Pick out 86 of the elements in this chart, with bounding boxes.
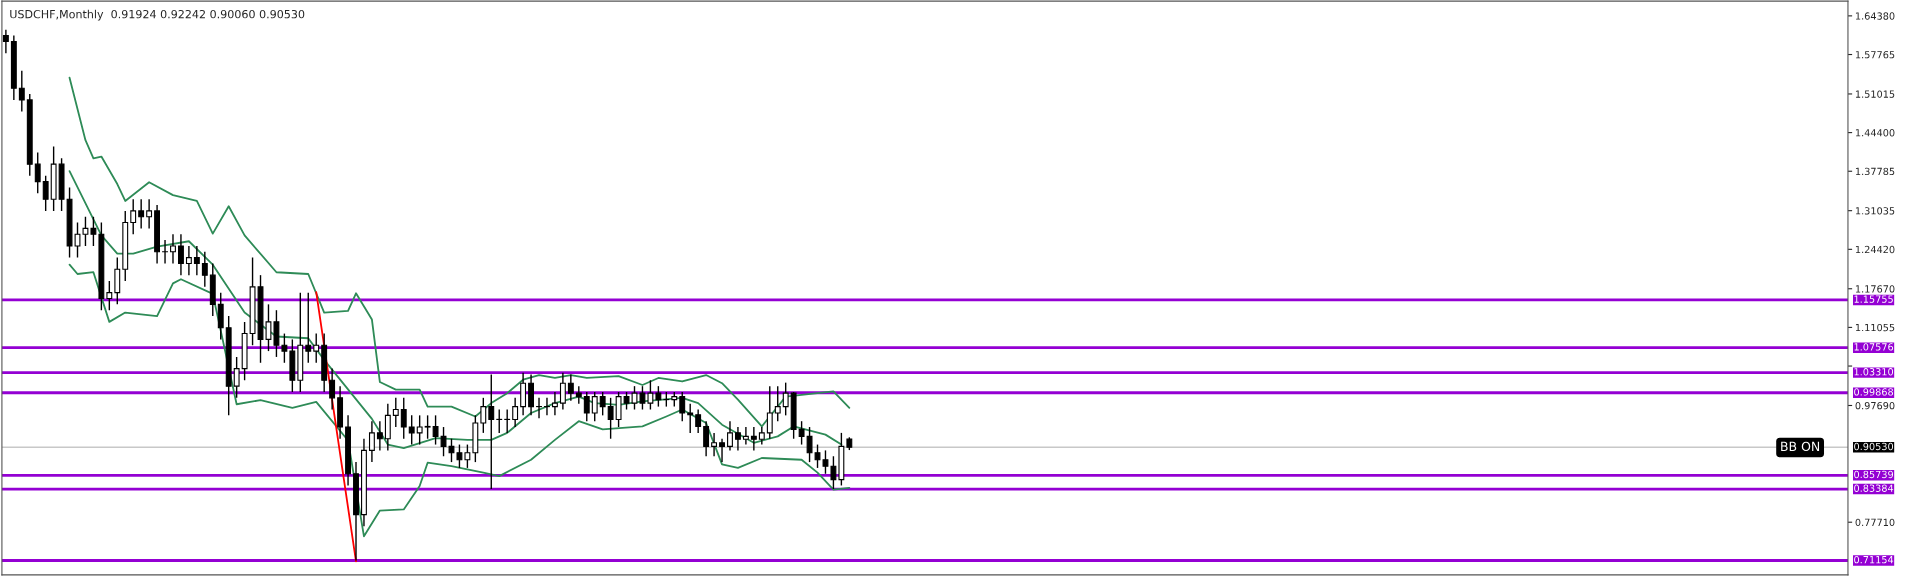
candlestick — [376, 420, 383, 452]
y-tick-label: 1.57765 — [1855, 51, 1895, 59]
candlestick — [719, 438, 725, 463]
candlestick — [504, 408, 511, 434]
candlestick — [408, 414, 415, 446]
candlestick — [185, 245, 192, 276]
ref-line-label: 1.03310 — [1854, 368, 1894, 376]
candlestick — [384, 402, 391, 452]
candlestick — [480, 397, 487, 434]
candlestick — [233, 356, 240, 399]
candlestick — [536, 397, 542, 419]
candlestick — [544, 397, 550, 417]
candlestick — [583, 391, 590, 422]
candlestick — [138, 198, 145, 230]
candlestick — [34, 151, 41, 195]
candlestick — [162, 239, 168, 265]
candlestick — [591, 391, 598, 422]
line-series — [68, 263, 851, 538]
y-tick-label: 1.37785 — [1855, 167, 1895, 176]
candlestick — [567, 373, 574, 402]
y-tick-label: 1.44400 — [1855, 129, 1895, 137]
candlestick — [281, 332, 288, 364]
candlestick — [782, 381, 789, 417]
candlestick — [305, 291, 312, 364]
candlestick — [416, 414, 423, 446]
candlestick — [647, 379, 654, 411]
candlestick — [42, 175, 49, 212]
candlestick — [655, 385, 662, 408]
candlestick — [424, 414, 431, 440]
candlestick — [106, 280, 113, 311]
candlestick — [687, 402, 694, 434]
candlestick — [774, 385, 781, 422]
candlestick — [607, 397, 614, 440]
candlestick — [368, 420, 375, 463]
text: USDCHF,Monthly 0.91924 0.92242 0.90060 0.90530 — [10, 9, 305, 21]
candlestick — [735, 426, 741, 452]
ref-line-label: 0.90530 — [1854, 442, 1894, 451]
candlestick — [90, 216, 97, 247]
candlestick — [695, 408, 702, 434]
annotation: BB ON — [1781, 441, 1820, 452]
candlestick — [559, 372, 566, 411]
candlestick — [703, 420, 710, 457]
candlestick — [178, 233, 184, 276]
ref-line-label: 1.07576 — [1854, 343, 1894, 351]
candlestick — [528, 373, 535, 417]
candlestick — [488, 373, 495, 490]
candlestick — [201, 251, 208, 288]
y-tick-label: 1.11055 — [1855, 323, 1895, 332]
y-tick-label: 0.97690 — [1855, 401, 1895, 410]
candlestick — [392, 397, 399, 428]
candlestick — [130, 198, 137, 235]
candlestick — [170, 233, 176, 265]
y-tick-label: 1.31035 — [1855, 207, 1895, 215]
candlestick — [679, 391, 686, 422]
candlestick — [313, 332, 320, 364]
ref-line-label: 0.99868 — [1854, 388, 1894, 396]
ref-line-label: 0.71154 — [1854, 555, 1894, 564]
ref-line-label: 0.85739 — [1854, 470, 1894, 479]
candlestick — [727, 420, 733, 452]
candlestick — [599, 391, 606, 417]
y-tick-label: 1.24420 — [1855, 245, 1895, 254]
y-tick-label: 0.77710 — [1855, 518, 1895, 527]
candlestick — [400, 397, 407, 440]
candlestick — [329, 367, 336, 411]
candlestick — [750, 426, 757, 452]
candlestick — [798, 420, 805, 446]
candlestick — [146, 198, 153, 230]
ref-line-label: 1.15755 — [1854, 295, 1893, 303]
ref-line-label: 0.83384 — [1854, 484, 1894, 492]
y-tick-label: 1.17670 — [1855, 285, 1895, 293]
candlestick — [766, 385, 773, 440]
candlestick — [711, 432, 718, 457]
candlestick — [464, 443, 471, 469]
candlestick — [217, 291, 224, 341]
candlestick — [2, 29, 9, 54]
candlestick — [520, 372, 527, 417]
candlestick — [742, 426, 749, 446]
candlestick — [496, 408, 503, 434]
candlestick — [551, 391, 558, 417]
candlestick — [615, 391, 622, 428]
candlestick — [512, 397, 519, 428]
candlestick — [193, 245, 200, 276]
y-tick-label: 1.64380 — [1855, 12, 1895, 20]
candlestick — [18, 69, 25, 113]
candlestick — [114, 256, 121, 306]
y-tick-label: 1.51015 — [1855, 90, 1895, 98]
